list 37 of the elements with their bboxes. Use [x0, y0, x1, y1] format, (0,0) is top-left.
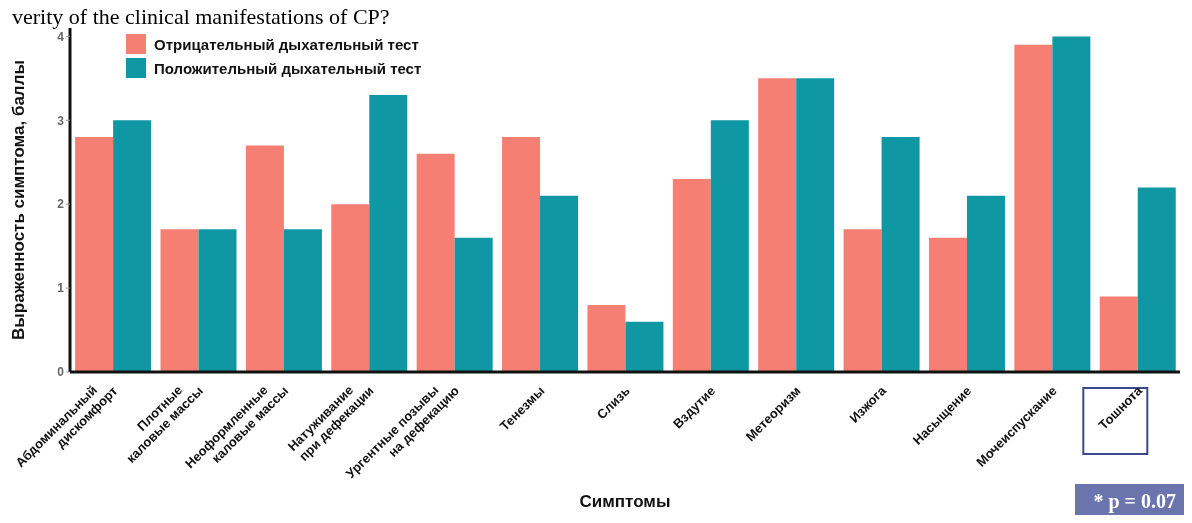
- bar: [796, 78, 835, 372]
- y-tick-label: 1: [57, 281, 65, 296]
- bar: [160, 229, 199, 372]
- bar: [928, 237, 967, 372]
- bar: [758, 78, 797, 372]
- bar: [587, 304, 626, 372]
- bar: [1014, 44, 1053, 372]
- bar: [625, 321, 664, 372]
- bar: [331, 204, 370, 372]
- bar: [198, 229, 237, 372]
- bar: [843, 229, 882, 372]
- chart-title: verity of the clinical manifestations of CP?: [12, 7, 390, 30]
- y-tick-label: 0: [57, 365, 65, 380]
- bar: [245, 145, 284, 372]
- bar: [1052, 36, 1091, 372]
- bar: [369, 95, 408, 372]
- bar: [881, 137, 920, 372]
- bar: [672, 179, 711, 372]
- bar: [416, 153, 455, 372]
- bar: [283, 229, 322, 372]
- y-tick-label: 4: [57, 29, 65, 44]
- bar: [1099, 296, 1138, 372]
- bar: [75, 137, 114, 372]
- bar: [113, 120, 152, 372]
- bar: [966, 195, 1005, 372]
- legend-label: Отрицательный дыхательный тест: [153, 34, 420, 55]
- bar: [540, 195, 579, 372]
- y-axis-title: Выраженность симптома, баллы: [9, 60, 29, 340]
- bar: [454, 237, 493, 372]
- x-axis-title: Симптомы: [579, 492, 671, 511]
- y-tick-label: 3: [57, 113, 65, 128]
- bar: [710, 120, 749, 372]
- bar: [1137, 187, 1176, 372]
- y-tick-label: 2: [57, 197, 65, 212]
- legend-label: Положительный дыхательный тест: [153, 58, 422, 79]
- text: * p = 0.07: [1092, 489, 1177, 515]
- bar: [502, 137, 541, 372]
